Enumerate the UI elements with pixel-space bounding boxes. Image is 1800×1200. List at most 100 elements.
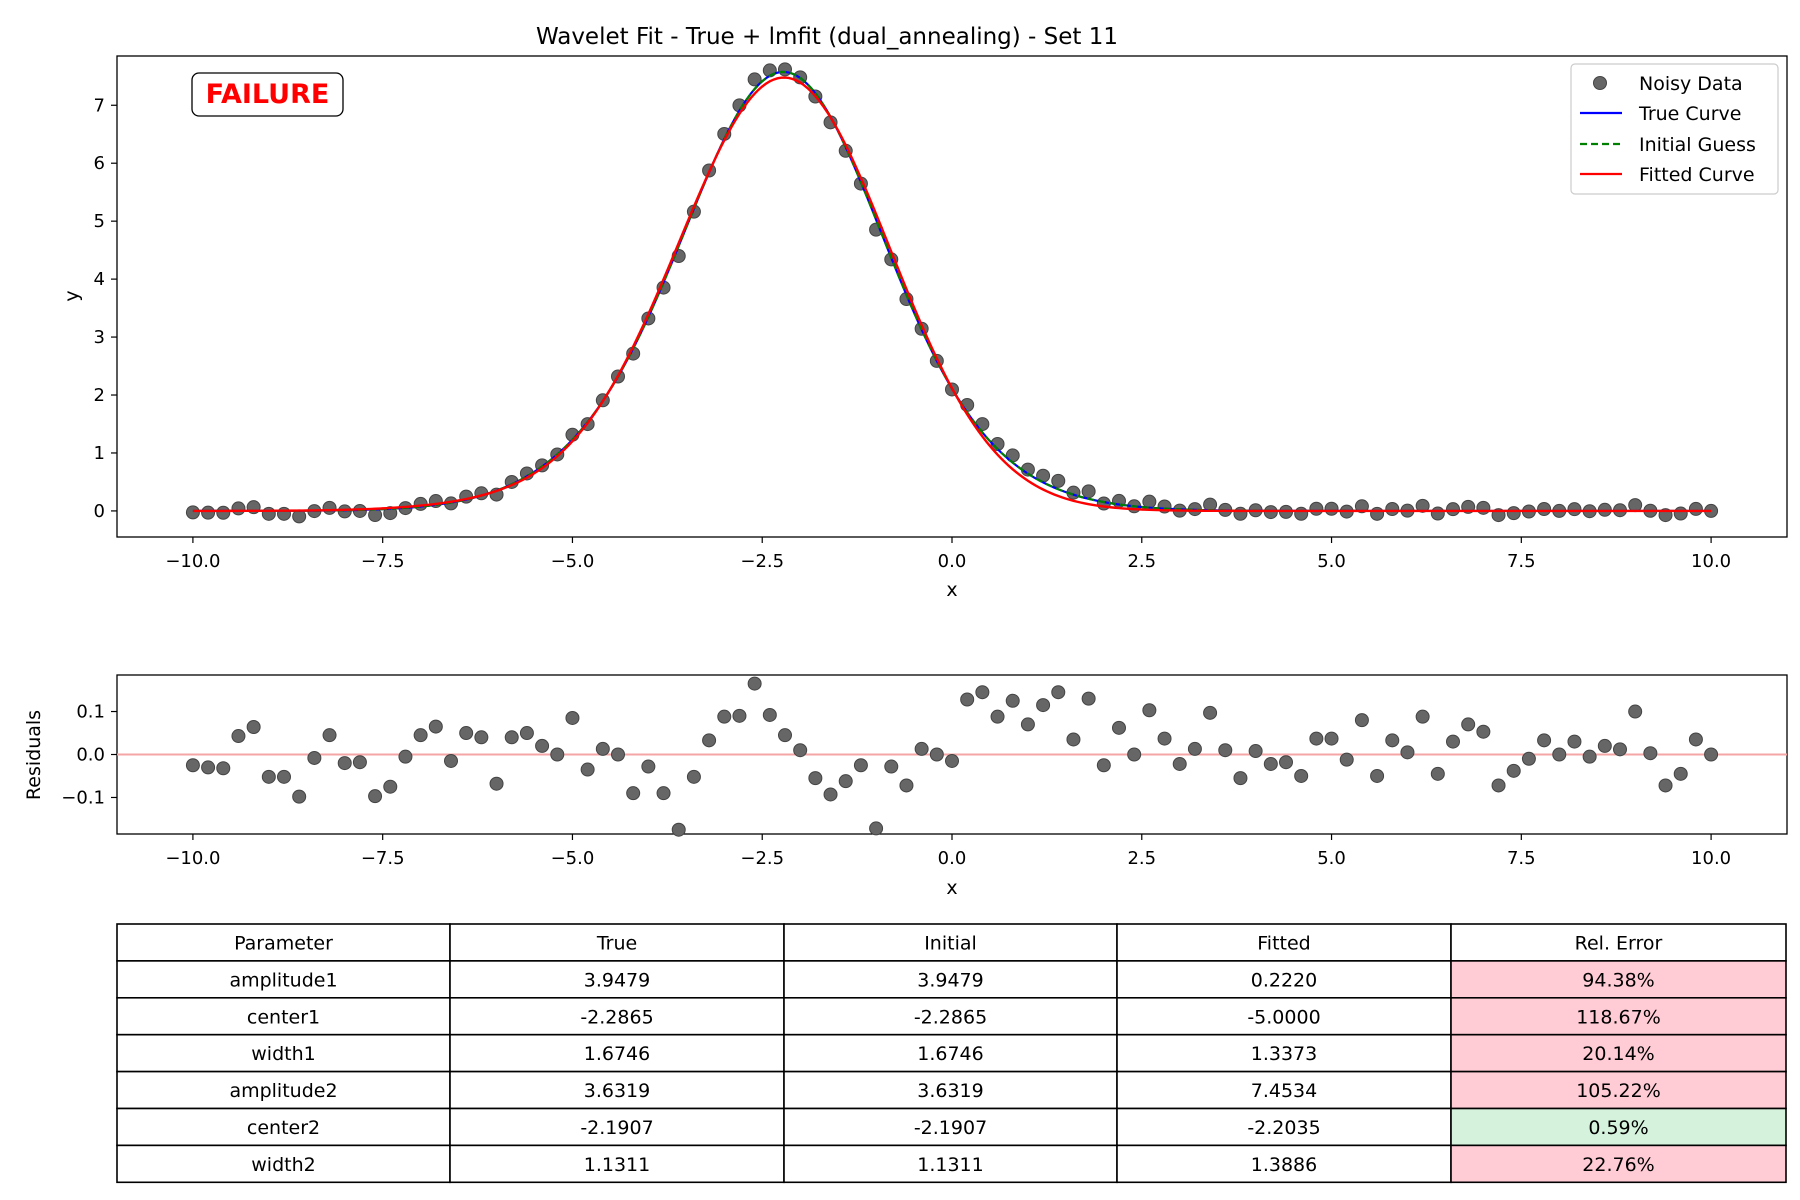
- residual-point: [1051, 685, 1066, 700]
- residual-x-tick-label: 10.0: [1691, 848, 1731, 869]
- main-x-tick-label: −2.5: [740, 551, 784, 572]
- residual-point: [1127, 747, 1142, 762]
- noisy-data-point: [1051, 473, 1066, 488]
- failure-badge-text: FAILURE: [206, 79, 330, 110]
- residual-point: [990, 709, 1005, 724]
- table-cell: [1450, 1070, 1787, 1110]
- table-cell: [449, 1033, 785, 1073]
- residual-point: [459, 726, 474, 741]
- residual-point: [201, 760, 216, 775]
- residual-point: [1643, 746, 1658, 761]
- main-y-tick-label: 6: [94, 153, 105, 174]
- residual-point: [808, 771, 823, 786]
- residual-point: [945, 753, 959, 768]
- residual-y-ticks: −0.1 0.0 0.1: [61, 702, 117, 808]
- table-cell: [1450, 996, 1787, 1036]
- table-cell: [449, 1144, 785, 1184]
- main-y-ticks: 0 1 2 3 4 5 6 7: [94, 95, 117, 522]
- residual-point: [1036, 698, 1051, 713]
- residual-point: [474, 730, 489, 745]
- legend-box: [1570, 63, 1779, 195]
- residual-point: [1203, 705, 1218, 720]
- noisy-data-point: [413, 496, 428, 511]
- legend-label-true-curve: True Curve: [1638, 103, 1741, 125]
- residual-point: [565, 710, 580, 725]
- residual-point: [838, 774, 853, 789]
- residual-point: [1476, 724, 1491, 739]
- table-cell: [1116, 960, 1452, 999]
- residual-point: [1673, 766, 1688, 781]
- residual-point: [747, 676, 762, 691]
- noisy-data-point: [747, 72, 762, 87]
- residual-point: [611, 747, 625, 762]
- residual-point: [702, 733, 717, 748]
- residual-point: [535, 738, 550, 753]
- legend-label-fitted-curve: Fitted Curve: [1639, 164, 1755, 186]
- noisy-data-point: [1233, 506, 1248, 521]
- residual-point: [1081, 691, 1096, 706]
- residual-point: [717, 709, 732, 724]
- residual-point: [975, 685, 990, 700]
- table-cell-text: 3.6319: [584, 1080, 650, 1102]
- residual-y-tick-label: 0.0: [76, 745, 105, 766]
- residual-point: [1658, 778, 1673, 793]
- noisy-data-point: [292, 509, 307, 524]
- table-cell-text: 118.67%: [1576, 1006, 1661, 1028]
- residual-point: [929, 747, 944, 762]
- residual-point: [216, 761, 231, 776]
- residual-point: [899, 778, 914, 793]
- residual-point: [1157, 731, 1172, 746]
- table-cell: [449, 996, 785, 1036]
- main-y-tick-label: 2: [94, 385, 105, 406]
- table-cell-text: center1: [247, 1006, 320, 1028]
- residual-point: [383, 779, 398, 794]
- residual-point: [185, 758, 200, 773]
- residual-point: [960, 692, 975, 707]
- residual-point: [1066, 732, 1081, 747]
- residual-point: [398, 749, 413, 764]
- noisy-data-point: [1476, 500, 1491, 515]
- fitted-curve-line: [192, 76, 1712, 513]
- main-x-tick-label: 5.0: [1317, 551, 1346, 572]
- residual-point: [292, 789, 307, 804]
- residual-point: [1628, 704, 1643, 719]
- residual-point: [626, 786, 641, 801]
- main-x-tick-label: 7.5: [1507, 551, 1536, 572]
- residual-point: [1142, 703, 1157, 718]
- residual-point: [1506, 763, 1521, 778]
- residual-point: [261, 769, 276, 784]
- noisy-data-point: [1537, 502, 1552, 517]
- residual-point: [1613, 742, 1627, 757]
- residual-point: [1096, 758, 1111, 773]
- residual-point: [1187, 741, 1202, 756]
- residual-point: [1491, 778, 1506, 793]
- table-cell-text: -2.2865: [580, 1006, 653, 1028]
- residual-point: [504, 730, 519, 745]
- table-cell-text: amplitude1: [229, 969, 337, 991]
- residual-y-tick-label: −0.1: [61, 787, 105, 808]
- residual-point: [322, 728, 337, 743]
- residual-x-tick-label: 7.5: [1507, 848, 1536, 869]
- residual-x-tick-label: 0.0: [938, 848, 967, 869]
- table-cell: [1450, 960, 1787, 999]
- table-cell: [1450, 1144, 1787, 1184]
- residual-point: [793, 743, 808, 758]
- main-y-tick-label: 0: [94, 501, 105, 522]
- residual-point: [1597, 738, 1612, 753]
- residual-point: [641, 759, 656, 774]
- main-chart-title: Wavelet Fit - True + lmfit (dual_anneali…: [536, 24, 1118, 50]
- table-cell-text: 20.14%: [1582, 1043, 1654, 1065]
- residual-point: [1385, 733, 1400, 748]
- residual-point: [428, 719, 443, 734]
- table-cell-text: 0.59%: [1588, 1117, 1648, 1139]
- table-cell-text: width1: [251, 1043, 315, 1065]
- table-cell-text: 7.4534: [1251, 1080, 1317, 1102]
- residual-point: [1020, 717, 1035, 732]
- residual-point: [368, 789, 383, 804]
- noisy-data-point: [1446, 502, 1460, 517]
- table-cell-text: 1.6746: [584, 1043, 650, 1065]
- residual-x-tick-label: 2.5: [1127, 848, 1156, 869]
- residual-point: [277, 769, 291, 784]
- residual-point: [580, 762, 595, 777]
